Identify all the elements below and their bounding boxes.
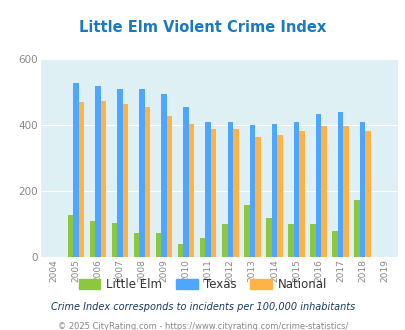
- Bar: [211, 129, 216, 257]
- Bar: [205, 122, 211, 257]
- Bar: [364, 131, 370, 257]
- Bar: [156, 233, 161, 257]
- Bar: [232, 129, 238, 257]
- Bar: [288, 224, 293, 257]
- Bar: [122, 104, 128, 257]
- Bar: [183, 107, 188, 257]
- Bar: [320, 126, 326, 257]
- Bar: [227, 122, 232, 257]
- Bar: [243, 205, 249, 257]
- Bar: [331, 231, 337, 257]
- Bar: [354, 200, 359, 257]
- Bar: [277, 135, 282, 257]
- Text: Little Elm Violent Crime Index: Little Elm Violent Crime Index: [79, 20, 326, 35]
- Bar: [90, 221, 95, 257]
- Bar: [68, 214, 73, 257]
- Bar: [145, 107, 150, 257]
- Bar: [177, 244, 183, 257]
- Bar: [222, 224, 227, 257]
- Bar: [161, 94, 166, 257]
- Bar: [359, 122, 364, 257]
- Bar: [100, 101, 106, 257]
- Bar: [95, 86, 100, 257]
- Bar: [337, 112, 343, 257]
- Legend: Little Elm, Texas, National: Little Elm, Texas, National: [74, 273, 331, 296]
- Bar: [249, 125, 254, 257]
- Bar: [343, 126, 348, 257]
- Bar: [134, 233, 139, 257]
- Bar: [139, 89, 145, 257]
- Bar: [309, 224, 315, 257]
- Bar: [315, 114, 320, 257]
- Text: Crime Index corresponds to incidents per 100,000 inhabitants: Crime Index corresponds to incidents per…: [51, 302, 354, 312]
- Bar: [254, 137, 260, 257]
- Bar: [265, 218, 271, 257]
- Bar: [188, 124, 194, 257]
- Bar: [166, 115, 172, 257]
- Bar: [73, 82, 79, 257]
- Text: © 2025 CityRating.com - https://www.cityrating.com/crime-statistics/: © 2025 CityRating.com - https://www.city…: [58, 322, 347, 330]
- Bar: [111, 223, 117, 257]
- Bar: [199, 238, 205, 257]
- Bar: [117, 89, 122, 257]
- Bar: [271, 124, 277, 257]
- Bar: [79, 102, 84, 257]
- Bar: [298, 131, 304, 257]
- Bar: [293, 122, 298, 257]
